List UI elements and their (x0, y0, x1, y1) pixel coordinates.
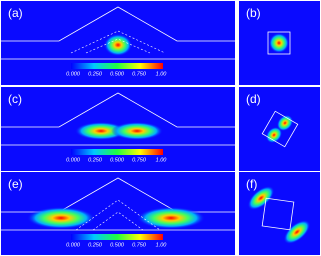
waveguide-square (261, 110, 299, 148)
colorbar-tick-label: 0.000 (66, 71, 81, 77)
field-spot (104, 34, 132, 56)
panel: 0.000 0.250 0.500 0.750 1.00 (e) (1, 172, 235, 255)
panel: (b) (239, 1, 320, 85)
panel: (f) (239, 172, 320, 255)
waveguide (1, 6, 235, 60)
colorbar-tick-label: 1.00 (156, 242, 168, 248)
colorbar-tick-label: 0.000 (66, 242, 81, 248)
panel-label: (a) (8, 6, 23, 20)
field-lobe (27, 207, 95, 229)
panel-label: (f) (246, 177, 257, 191)
panel-label: (d) (246, 92, 261, 106)
field-lobe (75, 122, 127, 140)
colorbar-tick-label: 0.750 (132, 242, 147, 248)
panel: (d) (239, 87, 320, 171)
colorbar (71, 234, 163, 240)
field-lobe (137, 207, 205, 229)
field-lobe (283, 220, 311, 244)
field-lobe (247, 186, 275, 210)
colorbar-tick-label: 0.750 (132, 157, 147, 163)
field-lobe (265, 126, 283, 144)
colorbar (71, 63, 163, 69)
colorbar-tick-label: 0.500 (110, 71, 125, 77)
dashed-line (75, 199, 161, 231)
waveguide (1, 92, 235, 146)
panel-label: (c) (8, 92, 22, 106)
waveguide-square (261, 197, 295, 231)
waveguide-square (267, 31, 291, 55)
colorbar-tick-label: 0.250 (88, 242, 103, 248)
colorbar-tick-label: 0.750 (132, 71, 147, 77)
colorbar-tick-label: 0.250 (88, 71, 103, 77)
panel: 0.000 0.250 0.500 0.750 1.00 (a) (1, 1, 235, 85)
panel: 0.000 0.250 0.500 0.750 1.00 (c) (1, 87, 235, 171)
colorbar-tick-label: 1.00 (156, 71, 168, 77)
colorbar-tick-label: 1.00 (156, 157, 168, 163)
colorbar (71, 149, 163, 155)
colorbar-tick-label: 0.500 (110, 157, 125, 163)
dashed-line (70, 30, 166, 54)
field-spot (269, 33, 289, 53)
panel-label: (e) (8, 177, 23, 191)
panel-background (239, 172, 320, 255)
colorbar-tick-label: 0.500 (110, 242, 125, 248)
colorbar-tick-label: 0.250 (88, 157, 103, 163)
panel-label: (b) (246, 6, 261, 20)
colorbar-tick-label: 0.000 (66, 157, 81, 163)
field-lobe (111, 122, 163, 140)
